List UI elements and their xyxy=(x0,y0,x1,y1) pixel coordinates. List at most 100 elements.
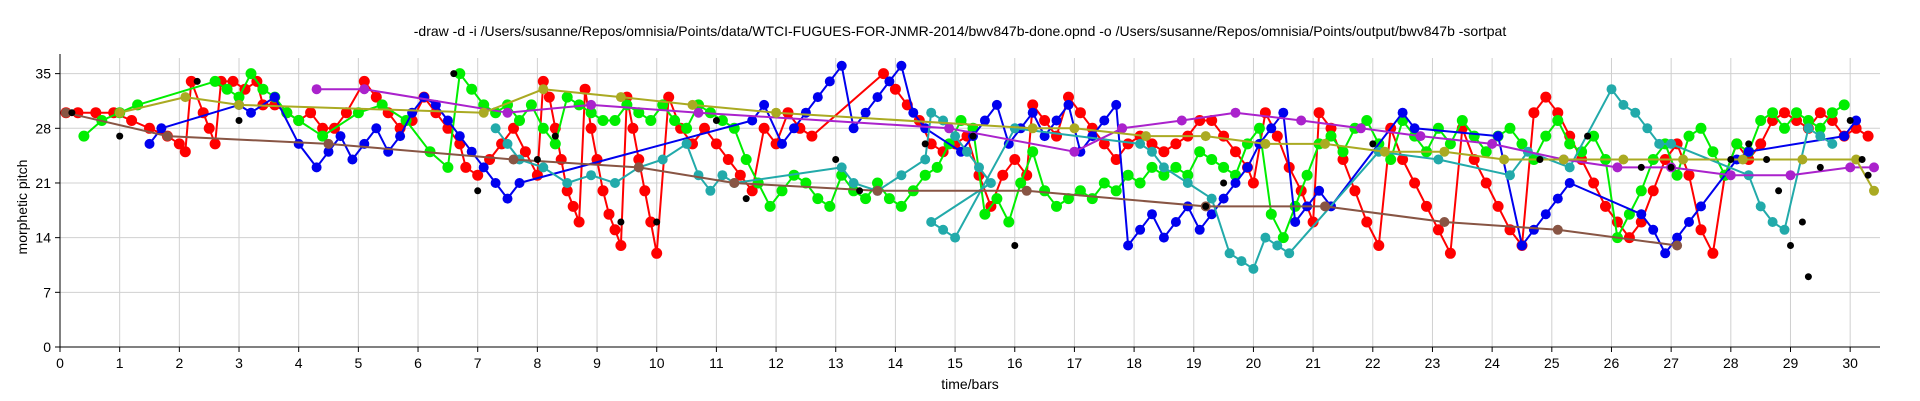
data-point xyxy=(1815,131,1826,142)
data-point xyxy=(1200,131,1211,142)
series-line xyxy=(66,72,1869,255)
x-tick-label: 5 xyxy=(354,355,362,371)
data-point xyxy=(508,122,519,134)
data-point xyxy=(1415,131,1426,142)
data-point xyxy=(712,117,720,124)
data-point xyxy=(1230,178,1241,188)
data-point xyxy=(1802,115,1814,126)
data-point xyxy=(430,99,441,110)
data-point xyxy=(1540,209,1551,220)
data-point xyxy=(317,122,329,134)
data-point xyxy=(1290,217,1301,227)
data-point xyxy=(651,247,663,259)
data-point xyxy=(1146,161,1158,173)
data-point xyxy=(1839,131,1850,142)
data-point xyxy=(1337,154,1349,165)
data-point xyxy=(1647,185,1659,197)
data-point xyxy=(1745,140,1753,148)
data-point xyxy=(1725,170,1736,181)
data-point xyxy=(759,99,770,110)
data-point xyxy=(1027,123,1038,134)
data-point xyxy=(1528,107,1540,119)
data-point xyxy=(1015,177,1027,189)
x-tick-label: 19 xyxy=(1186,355,1202,371)
data-point xyxy=(991,99,1002,110)
data-point xyxy=(1320,201,1330,212)
data-point xyxy=(1122,169,1134,181)
data-point xyxy=(395,131,406,142)
data-point xyxy=(1218,161,1230,173)
data-point xyxy=(203,122,215,134)
data-point xyxy=(985,178,996,188)
data-point xyxy=(1397,154,1409,165)
data-point xyxy=(1480,146,1492,158)
data-point xyxy=(1814,107,1826,119)
y-tick-label: 21 xyxy=(35,175,51,191)
data-point xyxy=(610,178,620,188)
data-point xyxy=(603,208,615,220)
x-tick-label: 10 xyxy=(649,355,665,371)
data-point xyxy=(1858,156,1866,163)
data-point xyxy=(549,138,561,150)
data-point xyxy=(234,99,244,110)
data-point xyxy=(615,92,626,103)
data-point xyxy=(1009,154,1021,165)
x-tick-label: 27 xyxy=(1663,355,1679,371)
data-point xyxy=(669,115,681,126)
x-tick-label: 11 xyxy=(709,355,724,371)
data-point xyxy=(1480,177,1492,189)
data-point xyxy=(789,123,799,134)
data-point xyxy=(514,115,525,126)
data-point xyxy=(1230,107,1241,118)
data-point xyxy=(1253,122,1265,134)
data-point xyxy=(710,138,722,150)
data-point xyxy=(1141,131,1151,142)
data-point xyxy=(926,217,937,227)
data-point xyxy=(1230,146,1241,158)
data-point xyxy=(1087,131,1098,142)
data-point xyxy=(1247,177,1259,189)
data-point xyxy=(209,75,221,87)
data-point xyxy=(883,193,895,205)
data-point xyxy=(1069,146,1080,157)
data-point xyxy=(1098,138,1110,150)
data-point xyxy=(1397,107,1408,118)
data-point xyxy=(1456,115,1468,126)
data-point xyxy=(245,68,257,80)
data-point xyxy=(1564,162,1575,173)
data-point xyxy=(639,185,651,197)
data-point xyxy=(1637,163,1645,171)
data-point xyxy=(740,154,752,165)
data-point xyxy=(1325,130,1337,142)
data-point xyxy=(1099,115,1110,126)
data-point xyxy=(144,138,155,149)
data-point xyxy=(1785,170,1796,181)
data-point xyxy=(1260,138,1271,149)
data-point xyxy=(908,107,919,118)
data-point xyxy=(1816,163,1824,171)
data-point xyxy=(657,154,668,165)
data-point xyxy=(1170,217,1181,227)
data-point xyxy=(1695,224,1707,236)
series-line xyxy=(119,88,1875,192)
data-point xyxy=(579,83,591,95)
data-point xyxy=(1588,177,1600,189)
data-point xyxy=(1206,115,1218,126)
x-tick-label: 6 xyxy=(414,355,422,371)
data-point xyxy=(979,115,990,126)
data-point xyxy=(872,177,883,189)
data-point xyxy=(466,146,477,157)
series-group xyxy=(60,68,1874,259)
data-point xyxy=(1074,107,1086,119)
data-point xyxy=(1439,146,1450,157)
data-point xyxy=(1379,146,1390,157)
series-line xyxy=(494,88,1833,270)
data-point xyxy=(1516,138,1528,150)
x-tick-label: 2 xyxy=(175,355,183,371)
x-tick-label: 3 xyxy=(235,355,243,371)
x-tick-label: 29 xyxy=(1783,355,1799,371)
data-point xyxy=(561,185,573,197)
x-tick-label: 26 xyxy=(1604,355,1620,371)
data-point xyxy=(1635,185,1647,197)
